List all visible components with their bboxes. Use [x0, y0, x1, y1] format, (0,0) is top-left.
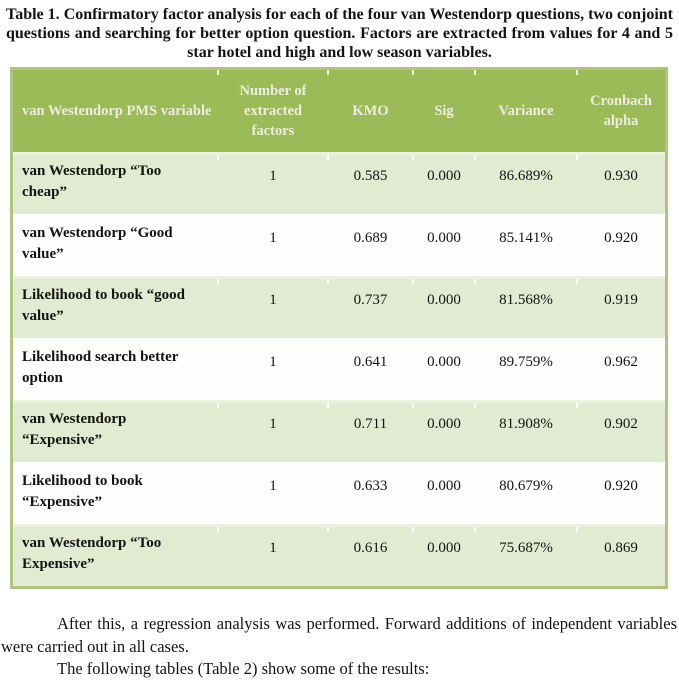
cell-kmo: 0.641	[327, 338, 413, 400]
cell-sig: 0.000	[412, 214, 475, 276]
header-cell-factors: Number of extracted factors	[217, 70, 328, 152]
cell-variable: Likelihood search better option	[13, 338, 218, 400]
cfa-results-table: van Westendorp PMS variable Number of ex…	[10, 67, 668, 589]
header-cell-kmo: KMO	[327, 70, 413, 152]
table-row: van Westendorp “Good value” 1 0.689 0.00…	[13, 214, 665, 276]
table-row: Likelihood to book “Expensive” 1 0.633 0…	[13, 462, 665, 524]
cell-sig: 0.000	[412, 276, 475, 338]
table-caption: Table 1. Confirmatory factor analysis fo…	[6, 6, 673, 61]
cell-variance: 75.687%	[474, 524, 577, 586]
cell-kmo: 0.616	[327, 524, 413, 586]
header-cell-sig: Sig	[412, 70, 475, 152]
body-paragraph-following: The following tables (Table 2) show some…	[57, 659, 430, 678]
cell-cronbach: 0.962	[576, 338, 665, 400]
cell-sig: 0.000	[412, 524, 475, 586]
table-row: van Westendorp “Too cheap” 1 0.585 0.000…	[13, 152, 665, 214]
table-row: Likelihood to book “good value” 1 0.737 …	[13, 276, 665, 338]
body-paragraph-regression: After this, a regression analysis was pe…	[1, 614, 677, 656]
cell-cronbach: 0.930	[576, 152, 665, 214]
cell-factors: 1	[217, 276, 328, 338]
table-row: van Westendorp “Expensive” 1 0.711 0.000…	[13, 400, 665, 462]
cell-variance: 81.568%	[474, 276, 577, 338]
cell-factors: 1	[217, 152, 328, 214]
cell-variable: van Westendorp “Expensive”	[13, 400, 218, 462]
header-cell-variance: Variance	[474, 70, 577, 152]
cell-variable: van Westendorp “Too Expensive”	[13, 524, 218, 586]
cell-sig: 0.000	[412, 400, 475, 462]
cell-variance: 81.908%	[474, 400, 577, 462]
cell-kmo: 0.633	[327, 462, 413, 524]
cell-variance: 86.689%	[474, 152, 577, 214]
cell-variable: van Westendorp “Good value”	[13, 214, 218, 276]
cell-sig: 0.000	[412, 338, 475, 400]
cell-factors: 1	[217, 524, 328, 586]
cell-kmo: 0.711	[327, 400, 413, 462]
cell-variance: 80.679%	[474, 462, 577, 524]
cell-variance: 85.141%	[474, 214, 577, 276]
table-header: van Westendorp PMS variable Number of ex…	[13, 70, 665, 152]
cell-variable: van Westendorp “Too cheap”	[13, 152, 218, 214]
cell-sig: 0.000	[412, 152, 475, 214]
cell-cronbach: 0.920	[576, 214, 665, 276]
cell-variance: 89.759%	[474, 338, 577, 400]
cell-cronbach: 0.902	[576, 400, 665, 462]
cell-factors: 1	[217, 214, 328, 276]
document-page: Table 1. Confirmatory factor analysis fo…	[0, 5, 679, 681]
cell-factors: 1	[217, 462, 328, 524]
cell-kmo: 0.737	[327, 276, 413, 338]
header-cell-cronbach: Cronbach alpha	[576, 70, 665, 152]
cell-cronbach: 0.919	[576, 276, 665, 338]
cell-kmo: 0.689	[327, 214, 413, 276]
cell-kmo: 0.585	[327, 152, 413, 214]
cell-sig: 0.000	[412, 462, 475, 524]
table-row: Likelihood search better option 1 0.641 …	[13, 338, 665, 400]
cell-variable: Likelihood to book “Expensive”	[13, 462, 218, 524]
table-row: van Westendorp “Too Expensive” 1 0.616 0…	[13, 524, 665, 586]
cell-cronbach: 0.869	[576, 524, 665, 586]
header-cell-variable: van Westendorp PMS variable	[13, 70, 218, 152]
cell-factors: 1	[217, 400, 328, 462]
cell-cronbach: 0.920	[576, 462, 665, 524]
cell-factors: 1	[217, 338, 328, 400]
header-row: van Westendorp PMS variable Number of ex…	[13, 70, 665, 152]
cell-variable: Likelihood to book “good value”	[13, 276, 218, 338]
